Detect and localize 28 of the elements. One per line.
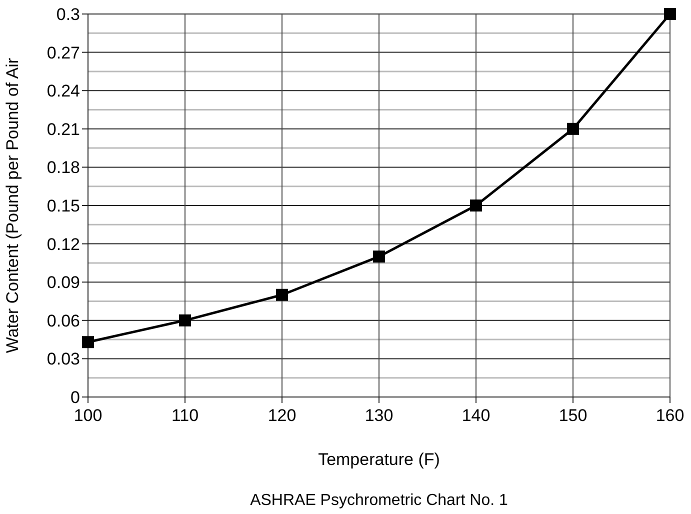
point [470,200,482,212]
x-axis-title: Temperature (F) [318,450,440,469]
x-tick-label: 120 [268,406,296,425]
x-tick-label: 150 [558,406,588,425]
point [664,8,676,20]
x-tick-label: 160 [656,406,684,425]
y-tick-label: 0.27 [46,43,80,62]
y-tick-label: 0 [70,388,80,407]
y-tick-label: 0.15 [46,196,80,216]
y-tick-label: 0.06 [46,311,80,330]
point [567,122,579,135]
y-tick-label: 0.21 [46,120,80,139]
point [179,314,191,326]
text: ASHRAE Psychrometric Chart No. 1 [250,492,508,509]
y-tick-label: 0.24 [46,82,80,101]
y-tick-label: 0.09 [46,273,80,292]
y-tick-label: 0.12 [46,234,80,254]
point [276,288,288,301]
point [373,250,385,263]
y-axis-title: Water Content (Pound per Pound of Air [3,58,22,354]
y-tick-label: 0.03 [46,350,80,369]
x-tick-label: 140 [462,406,490,425]
point [82,336,94,348]
y-tick-label: 0.3 [56,4,80,24]
x-tick-label: 100 [74,406,102,425]
x-tick-label: 130 [364,406,394,425]
x-tick-label: 110 [171,406,199,425]
y-tick-label: 0.18 [46,158,80,178]
